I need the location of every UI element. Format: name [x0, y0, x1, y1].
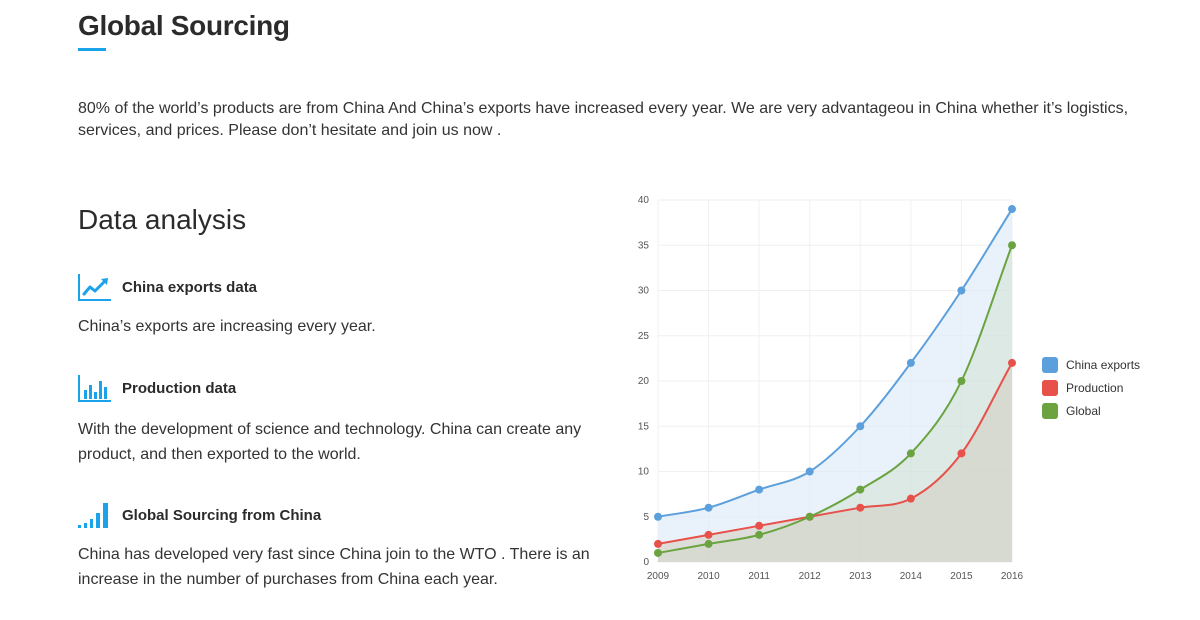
legend-swatch-global — [1042, 403, 1058, 419]
feature-description: With the development of science and tech… — [78, 421, 582, 463]
point-china-exports — [805, 467, 814, 476]
point-global — [755, 530, 764, 539]
signal-bars-icon — [78, 501, 112, 529]
point-production — [654, 539, 662, 548]
point-production — [755, 521, 764, 530]
y-tick-label: 25 — [638, 331, 650, 342]
legend-swatch-china-exports — [1042, 357, 1058, 373]
x-tick-label: 2011 — [748, 571, 770, 582]
point-global — [805, 512, 814, 521]
point-global — [704, 539, 713, 548]
point-production — [906, 494, 915, 503]
point-china-exports — [755, 485, 764, 494]
point-production — [957, 449, 966, 458]
point-china-exports — [654, 512, 662, 521]
y-tick-label: 5 — [643, 512, 649, 523]
intro-text: 80% of the world’s products are from Chi… — [78, 100, 1129, 139]
feature-title: Production data — [122, 379, 237, 397]
point-global — [856, 485, 865, 494]
page-title: Global Sourcing — [78, 10, 290, 41]
point-production — [1008, 358, 1016, 367]
area-global — [658, 245, 1012, 562]
x-tick-label: 2012 — [799, 571, 822, 582]
legend-label-china-exports: China exports — [1066, 358, 1140, 372]
point-china-exports — [704, 503, 713, 512]
feature-title: Global Sourcing from China — [122, 506, 322, 524]
y-tick-label: 35 — [638, 240, 650, 251]
y-tick-label: 40 — [638, 195, 650, 206]
point-global — [906, 449, 915, 458]
trending-up-icon — [78, 273, 112, 301]
y-tick-label: 30 — [638, 286, 650, 297]
area-china-exports — [658, 209, 1012, 563]
area-production — [658, 362, 1012, 562]
growth-chart: 0 5 10 15 20 25 30 35 40 2009 2010 2011 2012 2013 2014… — [620, 185, 1180, 590]
legend-swatch-production — [1042, 380, 1058, 396]
x-tick-label: 2009 — [647, 571, 670, 582]
legend-label-production: Production — [1066, 381, 1123, 395]
feature-description: China’s exports are increasing every yea… — [78, 318, 376, 335]
point-china-exports — [906, 358, 915, 367]
point-production — [856, 503, 865, 512]
title-underline — [78, 48, 106, 51]
x-tick-label: 2016 — [1001, 571, 1024, 582]
point-global — [1008, 241, 1016, 250]
feature-global-sourcing: Global Sourcing from China China has dev… — [78, 500, 608, 592]
y-tick-label: 10 — [638, 467, 650, 478]
data-analysis-title: Data analysis — [78, 204, 247, 235]
point-china-exports — [1008, 205, 1016, 214]
y-tick-label: 15 — [638, 421, 650, 432]
feature-production: Production data With the development of … — [78, 373, 608, 467]
x-tick-label: 2014 — [900, 571, 923, 582]
bar-chart-icon — [78, 374, 112, 402]
feature-description: China has developed very fast since Chin… — [78, 546, 590, 588]
point-global — [654, 548, 662, 557]
chart-svg: 0 5 10 15 20 25 30 35 40 2009 2010 2011 2012 2013 2014… — [638, 195, 1140, 582]
point-china-exports — [856, 422, 865, 431]
x-tick-label: 2013 — [849, 571, 872, 582]
y-tick-label: 0 — [643, 557, 649, 568]
point-china-exports — [957, 286, 966, 295]
point-production — [704, 530, 713, 539]
legend-label-global: Global — [1066, 404, 1101, 418]
feature-china-exports: China exports data China’s exports are i… — [78, 272, 608, 339]
x-tick-label: 2015 — [950, 571, 973, 582]
y-tick-label: 20 — [638, 376, 650, 387]
x-tick-label: 2010 — [697, 571, 720, 582]
point-global — [957, 377, 966, 385]
feature-title: China exports data — [122, 278, 258, 296]
